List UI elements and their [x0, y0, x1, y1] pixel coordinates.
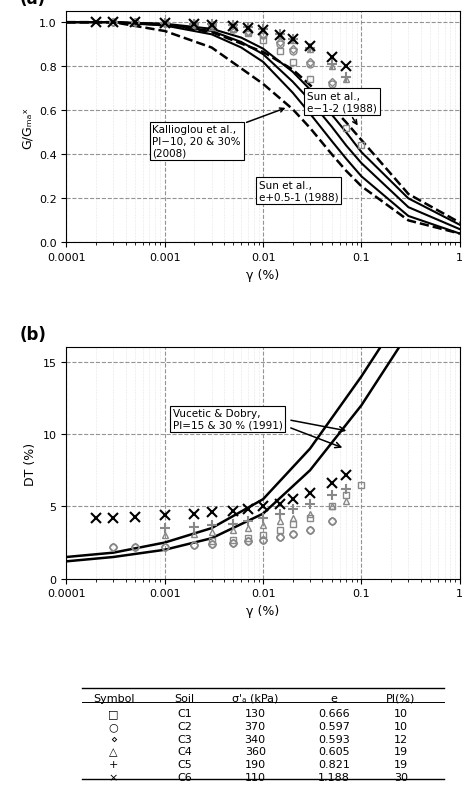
Text: PI(%): PI(%) [386, 693, 415, 703]
Text: Soil: Soil [174, 693, 194, 703]
Text: Vucetic & Dobry,
PI=15 & 30 % (1991): Vucetic & Dobry, PI=15 & 30 % (1991) [173, 409, 283, 431]
Text: (b): (b) [19, 325, 46, 343]
Text: C3: C3 [177, 734, 192, 744]
Text: Symbol: Symbol [93, 693, 134, 703]
Text: □: □ [109, 708, 119, 719]
Text: △: △ [109, 747, 118, 757]
Text: 0.593: 0.593 [318, 734, 350, 744]
Text: 19: 19 [394, 747, 408, 757]
Text: C2: C2 [177, 721, 192, 731]
Text: ⋄: ⋄ [110, 734, 117, 744]
Text: ×: × [109, 772, 118, 782]
Y-axis label: G/Gₘₐˣ: G/Gₘₐˣ [20, 107, 33, 148]
Text: 190: 190 [245, 759, 266, 770]
Text: 0.821: 0.821 [318, 759, 350, 770]
Text: 110: 110 [245, 772, 266, 782]
Text: (a): (a) [19, 0, 46, 7]
Y-axis label: DT (%): DT (%) [24, 442, 37, 485]
Text: C4: C4 [177, 747, 192, 757]
Text: 0.666: 0.666 [318, 708, 350, 719]
Text: Sun et al.,
e+0.5-1 (1988): Sun et al., e+0.5-1 (1988) [259, 179, 338, 202]
X-axis label: γ (%): γ (%) [246, 604, 280, 617]
Text: C6: C6 [177, 772, 192, 782]
Text: σ'ₐ (kPa): σ'ₐ (kPa) [232, 693, 278, 703]
Text: 19: 19 [394, 759, 408, 770]
Text: 12: 12 [394, 734, 408, 744]
Text: +: + [109, 759, 118, 770]
Text: 0.605: 0.605 [318, 747, 350, 757]
Text: 10: 10 [394, 708, 408, 719]
Text: 30: 30 [394, 772, 408, 782]
Text: C1: C1 [177, 708, 192, 719]
Text: 370: 370 [245, 721, 266, 731]
Text: C5: C5 [177, 759, 192, 770]
Text: 360: 360 [245, 747, 266, 757]
Text: 10: 10 [394, 721, 408, 731]
Text: 1.188: 1.188 [318, 772, 350, 782]
Text: Kallioglou et al.,
PI−10, 20 & 30%
(2008): Kallioglou et al., PI−10, 20 & 30% (2008… [153, 109, 284, 158]
Text: 130: 130 [245, 708, 266, 719]
Text: 340: 340 [245, 734, 266, 744]
Text: Sun et al.,
e−1-2 (1988): Sun et al., e−1-2 (1988) [307, 92, 377, 125]
X-axis label: γ (%): γ (%) [246, 268, 280, 281]
Text: e: e [330, 693, 337, 703]
Text: 0.597: 0.597 [318, 721, 350, 731]
Text: ○: ○ [109, 721, 118, 731]
